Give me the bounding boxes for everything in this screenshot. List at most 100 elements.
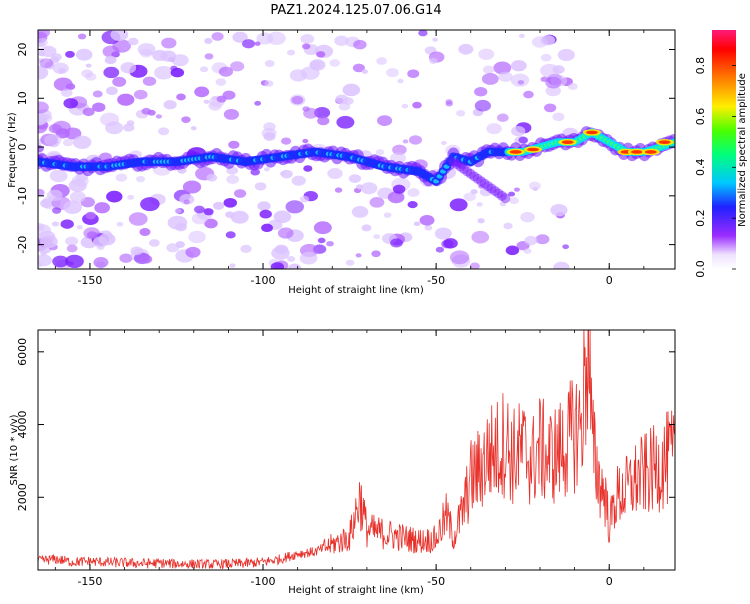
- snr-panel: -150 -100 -50 0 2000 4000 6000 Height of strai…: [9, 329, 676, 596]
- heatmap-noise-blob: [92, 236, 108, 248]
- heatmap-noise-blob: [348, 174, 362, 183]
- heatmap-noise-blob: [126, 120, 135, 126]
- heatmap-noise-blob: [230, 210, 249, 224]
- heatmap-noise-blob: [232, 31, 248, 43]
- heatmap-area: [38, 30, 675, 269]
- heatmap-noise-blob: [216, 95, 227, 103]
- heatmap-noise-blob: [418, 30, 428, 37]
- snr-xlabel: Height of straight line (km): [288, 585, 424, 596]
- heatmap-noise-blob: [106, 190, 123, 203]
- heatmap-noise-blob: [65, 236, 79, 246]
- heatmap-noise-blob: [503, 222, 513, 230]
- heatmap-noise-blob: [206, 173, 218, 182]
- heatmap-noise-blob: [524, 235, 538, 246]
- heatmap-noise-blob: [371, 250, 381, 258]
- heatmap-noise-blob: [545, 76, 562, 89]
- snr-series-line: [38, 330, 675, 570]
- colorbar-gradient: [712, 30, 736, 269]
- heatmap-noise-blob: [38, 37, 48, 47]
- heatmap-noise-blob: [299, 195, 310, 203]
- heatmap-noise-blob: [223, 108, 240, 120]
- heatmap-noise-blob: [412, 101, 422, 109]
- heatmap-noise-blob: [142, 76, 157, 87]
- heatmap-noise-blob: [407, 201, 418, 209]
- heatmap-noise-blob: [267, 31, 286, 45]
- heatmap-noise-blob: [148, 239, 160, 247]
- heatmap-noise-blob: [550, 203, 568, 217]
- heatmap-noise-blob: [44, 133, 62, 147]
- heatmap-noise-blob: [128, 212, 148, 226]
- heatmap-noise-blob: [77, 33, 87, 40]
- heatmap-noise-blob: [75, 48, 93, 61]
- heatmap-noise-blob: [139, 228, 151, 236]
- heatmap-noise-blob: [369, 197, 385, 208]
- heatmap-noise-blob: [51, 221, 60, 227]
- heatmap-noise-blob: [62, 138, 74, 147]
- heatmap-noise-blob: [562, 244, 570, 250]
- heatmap-noise-blob: [38, 51, 46, 57]
- heatmap-noise-blob: [429, 57, 438, 64]
- heatmap-noise-blob: [545, 85, 561, 97]
- heatmap-noise-blob: [204, 218, 218, 229]
- heatmap-noise-blob: [407, 69, 420, 78]
- heatmap-noise-blob: [557, 48, 575, 62]
- heatmap-noise-blob: [458, 43, 474, 55]
- heatmap-noise-blob: [85, 63, 92, 68]
- heatmap-noise-blob: [72, 135, 92, 149]
- heatmap-noise-blob: [287, 255, 296, 262]
- snr-ylabel: SNR (10 * v/v): [9, 414, 20, 485]
- heatmap-noise-blob: [117, 93, 135, 106]
- heatmap-noise-blob: [38, 65, 49, 80]
- heatmap-noise-blob: [263, 167, 270, 172]
- heatmap-noise-blob: [309, 61, 322, 70]
- heatmap-noise-blob: [424, 224, 433, 231]
- snr-y-tick-label: 6000: [16, 338, 29, 366]
- heatmap-noise-blob: [432, 37, 438, 42]
- heatmap-noise-blob: [291, 95, 304, 105]
- heatmap-noise-blob: [81, 69, 93, 78]
- heatmap-noise-blob: [104, 55, 117, 65]
- heatmap-noise-blob: [567, 83, 578, 90]
- heatmap-noise-blob: [397, 78, 404, 84]
- heatmap-noise-blob: [511, 126, 526, 137]
- spectrogram-frame: [37, 29, 676, 270]
- heatmap-noise-blob: [352, 63, 365, 73]
- spectrogram-x-tick-label: -150: [77, 274, 102, 287]
- spectrogram-y-tick-label: 10: [16, 91, 29, 105]
- heatmap-noise-blob: [456, 109, 466, 117]
- heatmap-noise-blob: [440, 140, 447, 145]
- heatmap-noise-blob: [336, 115, 355, 129]
- heatmap-noise-blob: [471, 230, 490, 244]
- heatmap-noise-blob: [401, 103, 409, 109]
- heatmap-noise-blob: [408, 135, 422, 145]
- heatmap-noise-blob: [390, 238, 403, 248]
- heatmap-noise-blob: [518, 33, 525, 38]
- heatmap-noise-blob: [259, 209, 272, 219]
- heatmap-noise-blob: [387, 191, 405, 204]
- heatmap-noise-blob: [140, 197, 160, 212]
- heatmap-noise-blob: [185, 246, 201, 258]
- heatmap-hot-core: [527, 147, 540, 152]
- heatmap-hot-core: [644, 150, 657, 154]
- spectrogram-xlabel: Height of straight line (km): [288, 285, 424, 296]
- heatmap-noise-blob: [342, 83, 361, 97]
- heatmap-noise-blob: [303, 165, 313, 172]
- heatmap-noise-blob: [482, 65, 495, 74]
- snr-ticks: -150 -100 -50 0 2000 4000 6000: [16, 330, 675, 588]
- heatmap-noise-blob: [523, 248, 532, 254]
- heatmap-noise-blob: [264, 59, 275, 68]
- heatmap-noise-blob: [434, 227, 452, 240]
- heatmap-noise-blob: [94, 202, 110, 214]
- heatmap-noise-blob: [99, 112, 120, 127]
- heatmap-noise-blob: [498, 71, 513, 82]
- heatmap-noise-blob: [127, 37, 139, 46]
- snr-x-tick-label: -100: [251, 575, 276, 588]
- heatmap-noise-blob: [234, 189, 247, 198]
- heatmap-noise-blob: [120, 62, 137, 74]
- heatmap-noise-blob: [509, 197, 519, 205]
- heatmap-noise-blob: [49, 169, 68, 183]
- heatmap-noise-blob: [478, 48, 495, 60]
- heatmap-noise-blob: [136, 175, 146, 183]
- colorbar: 0.0 0.2 0.4 0.6 0.8 Normalized spectral ampl…: [694, 30, 748, 278]
- heatmap-noise-blob: [449, 198, 468, 212]
